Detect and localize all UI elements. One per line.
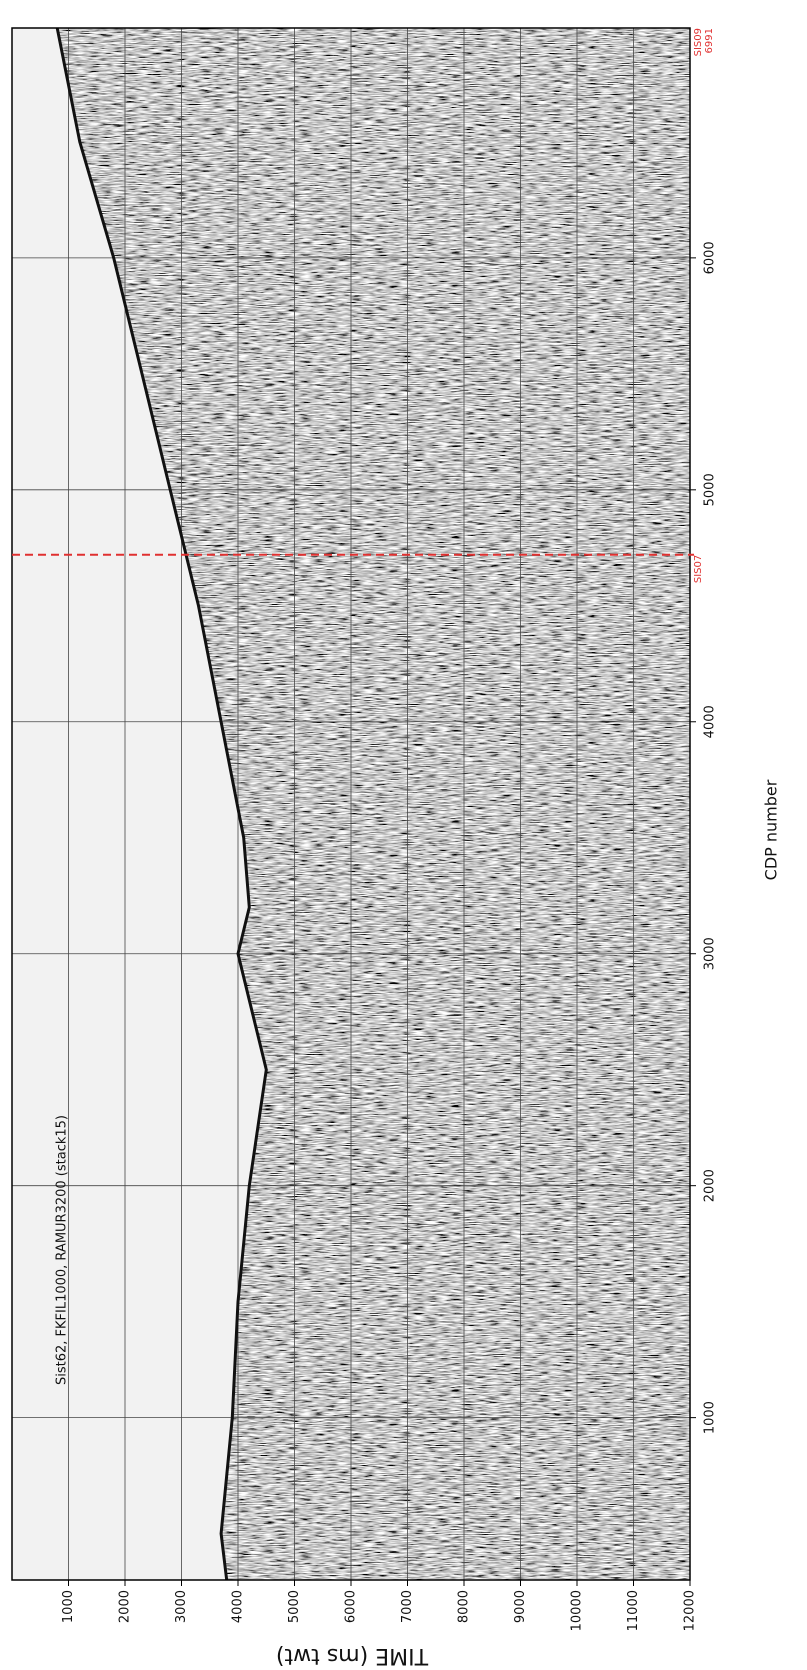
x-tick-label: 5000	[703, 473, 718, 506]
x-tick-label: 4000	[703, 705, 718, 738]
y-tick-label: 12000	[683, 1590, 698, 1631]
y-tick-label: 6000	[344, 1590, 359, 1623]
x-tick-label: 6000	[703, 241, 718, 274]
x-tick-label: 2000	[703, 1169, 718, 1202]
y-tick-label: 2000	[118, 1590, 133, 1623]
y-tick-label: 10000	[570, 1590, 585, 1631]
y-tick-label: 7000	[400, 1590, 415, 1623]
y-tick-label: 1000	[61, 1590, 76, 1623]
reflector-line	[55, 27, 268, 1581]
y-tick-label: 5000	[287, 1590, 302, 1623]
x-tick-label: 1000	[703, 1401, 718, 1434]
y-tick-label: 3000	[174, 1590, 189, 1623]
x-axis-title: CDP number	[762, 779, 781, 880]
marker-label: SIS09	[693, 28, 704, 56]
marker-label: SIS07	[693, 555, 704, 583]
y-tick-label: 11000	[626, 1590, 641, 1631]
y-axis-title: TIME (ms twt)	[276, 1643, 429, 1668]
x-tick-label: 3000	[703, 937, 718, 970]
y-tick-label: 4000	[231, 1590, 246, 1623]
y-tick-label: 8000	[457, 1590, 472, 1623]
marker-value: 6991	[704, 28, 715, 53]
y-tick-label: 9000	[513, 1590, 528, 1623]
annotation: Sist62, FKFIL1000, RAMUR3200 (stack15)	[55, 1115, 70, 1385]
